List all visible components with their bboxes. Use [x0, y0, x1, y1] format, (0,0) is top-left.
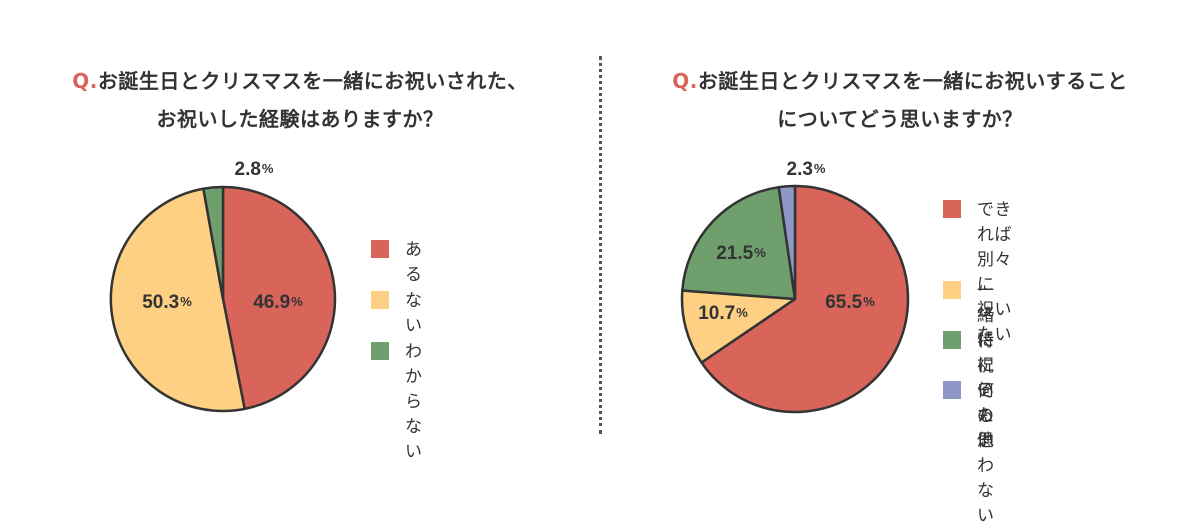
legend-swatch	[943, 331, 961, 349]
legend-item: わからない	[371, 340, 423, 465]
legend-label: ある	[405, 240, 423, 285]
pie-slice	[680, 289, 797, 364]
legend-label: わからない	[405, 342, 423, 462]
legend-item: できれば別々に 祝いたい	[943, 198, 1012, 348]
data-label: 2.3%	[787, 159, 826, 180]
pie-slice	[681, 185, 797, 301]
chart-title-line-1: Q.お誕生日とクリスマスを一緒にお祝いされた、	[0, 62, 600, 100]
data-label: 10.7%	[698, 303, 748, 324]
legend-label: できれば別々に 祝いたい	[977, 200, 1012, 345]
pie-slice	[202, 185, 225, 301]
chart-title-line-2: お祝いした経験はありますか？	[156, 107, 444, 131]
chart-title: Q.お誕生日とクリスマスを一緒にお祝いすること についてどう思いますか？	[600, 62, 1200, 138]
data-label: 2.8%	[235, 159, 274, 180]
legend-swatch	[371, 342, 389, 360]
legend-label: 一緒に祝いたい	[977, 281, 995, 451]
divider-dotted	[599, 56, 602, 434]
pie-chart: 46.9% 50.3% 2.8%	[109, 159, 337, 413]
question-prefix: Q.	[672, 69, 698, 93]
legend-item: 一緒に祝いたい	[943, 279, 995, 454]
legend-label: ない	[405, 291, 423, 336]
legend-swatch	[943, 281, 961, 299]
legend-swatch	[943, 381, 961, 399]
data-label: 46.9%	[253, 292, 303, 313]
legend-swatch	[371, 291, 389, 309]
chart-title-text-1: お誕生日とクリスマスを一緒にお祝いされた、	[97, 69, 528, 93]
legend-label: その他	[977, 381, 995, 451]
pie-slice	[109, 187, 246, 413]
data-label: 50.3%	[142, 292, 192, 313]
pie-slice	[700, 184, 910, 414]
legend-swatch	[371, 240, 389, 258]
chart-title-text-1: お誕生日とクリスマスを一緒にお祝いすること	[697, 69, 1128, 93]
pie-slice	[221, 185, 337, 411]
legend-item: ない	[371, 289, 423, 339]
data-label: 65.5%	[825, 292, 875, 313]
pie-slice	[777, 184, 797, 301]
data-label: 21.5%	[716, 243, 766, 264]
chart-panel-opinion: Q.お誕生日とクリスマスを一緒にお祝いすること についてどう思いますか？ 65.…	[600, 0, 1200, 526]
legend-item: その他	[943, 379, 995, 454]
chart-title: Q.お誕生日とクリスマスを一緒にお祝いされた、 お祝いした経験はありますか？	[0, 62, 600, 138]
chart-panel-experience: Q.お誕生日とクリスマスを一緒にお祝いされた、 お祝いした経験はありますか？ 4…	[0, 0, 600, 477]
legend-item: ある	[371, 238, 423, 288]
question-prefix: Q.	[72, 69, 98, 93]
pie-chart: 65.5% 10.7% 21.5% 2.3%	[680, 159, 910, 414]
chart-title-line-1: Q.お誕生日とクリスマスを一緒にお祝いすること	[600, 62, 1200, 100]
chart-title-line-2: についてどう思いますか？	[777, 107, 1023, 131]
legend-swatch	[943, 200, 961, 218]
